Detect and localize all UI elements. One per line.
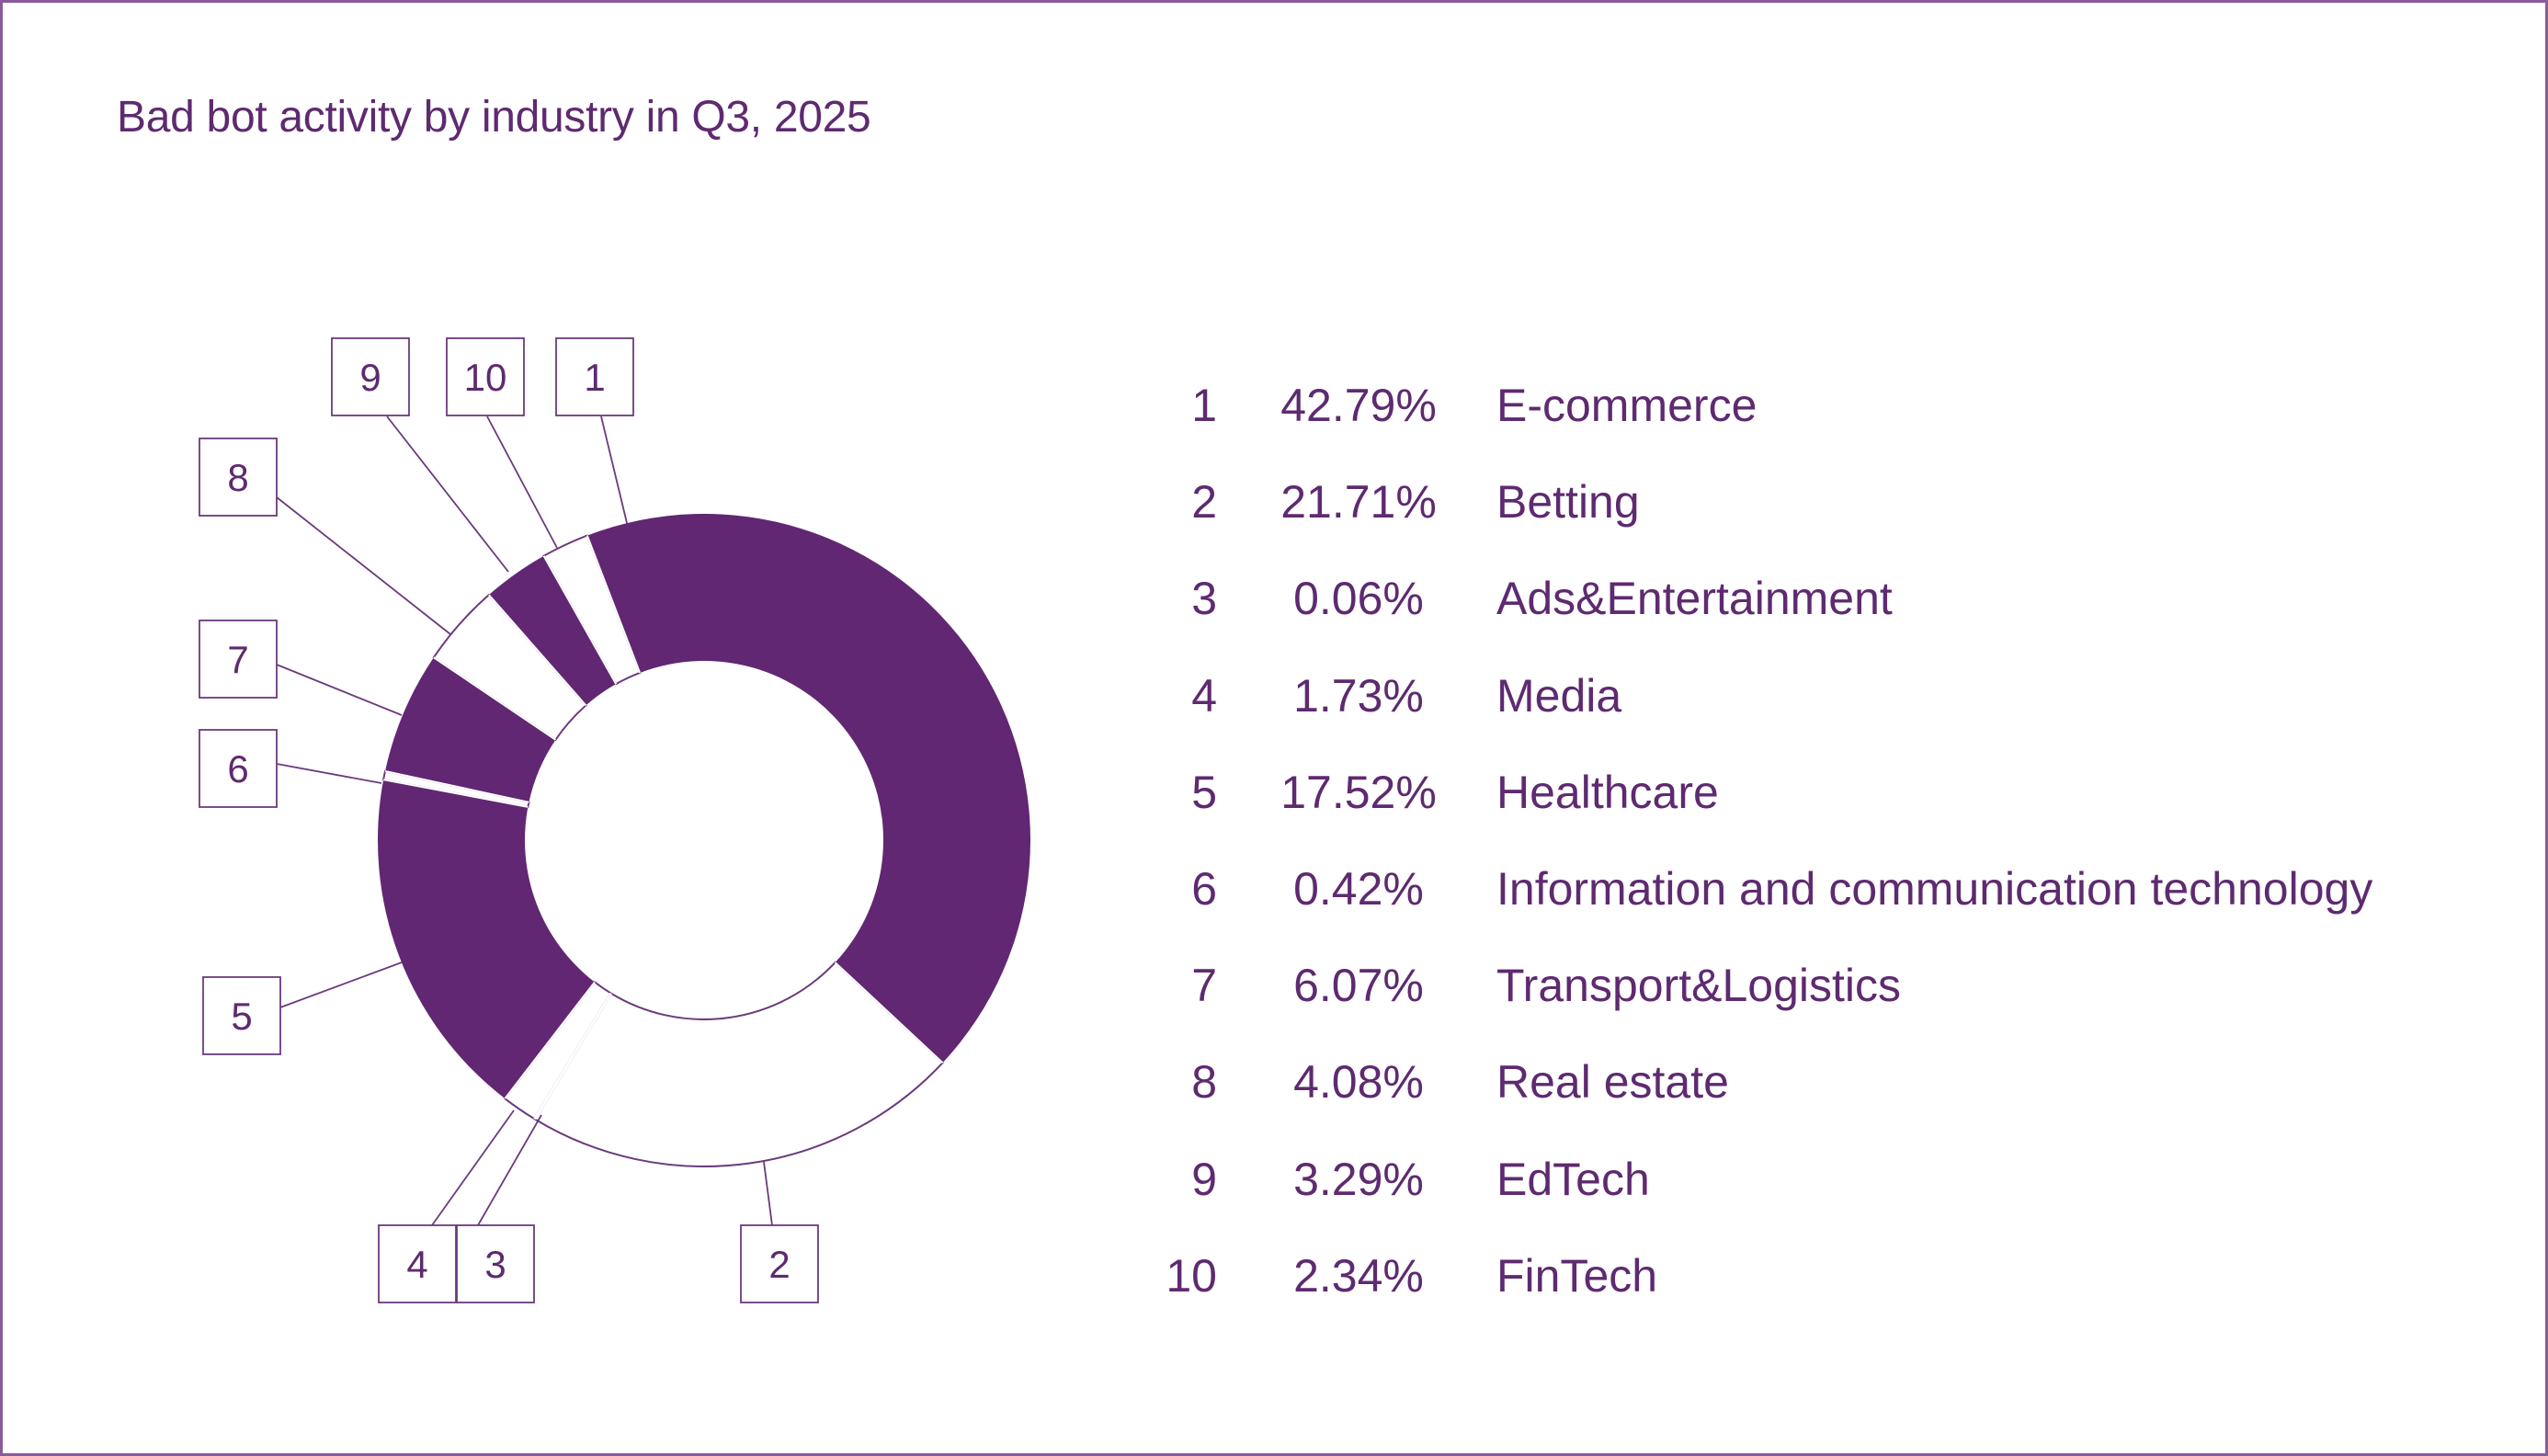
donut-slice-9 <box>488 555 617 706</box>
legend-percent: 42.79% <box>1280 380 1437 431</box>
leader-line-3 <box>477 1114 542 1226</box>
label-box-2 <box>740 1224 819 1303</box>
legend-number: 10 <box>1166 1249 1217 1302</box>
slice-label-7: 7 <box>227 638 248 681</box>
label-box-1 <box>555 337 634 416</box>
legend-number: 7 <box>1191 960 1217 1012</box>
legend-percent: 2.34% <box>1293 1249 1424 1302</box>
slice-label-boxes: 1 2 3 4 5 6 7 8 9 10 <box>199 337 819 1303</box>
legend-number: 9 <box>1191 1153 1217 1205</box>
legend-percent: 21.71% <box>1280 476 1437 529</box>
leader-line-9 <box>386 415 509 573</box>
slice-separator <box>542 555 618 685</box>
leader-line-1 <box>600 415 628 524</box>
legend-industry: E-commerce <box>1496 380 1757 431</box>
legend-row: 2 21.71% Betting <box>0 475 2548 530</box>
legend-percent: 1.73% <box>1293 669 1424 722</box>
leader-line-2 <box>763 1161 773 1226</box>
donut-slice-5 <box>378 779 595 1099</box>
slice-separator <box>834 961 944 1064</box>
donut-slice-1 <box>586 513 1030 1064</box>
legend-row: 5 17.52% Healthcare <box>0 766 2548 821</box>
legend-row: 8 4.08% Real estate <box>0 1055 2548 1110</box>
donut-slice-10 <box>542 534 642 686</box>
legend-row: 9 3.29% EdTech <box>0 1153 2548 1208</box>
legend-industry: EdTech <box>1496 1153 1650 1205</box>
legend-industry: FinTech <box>1496 1249 1658 1302</box>
label-box-10 <box>446 337 525 416</box>
donut-slice-7 <box>385 657 556 802</box>
label-leader-lines <box>276 415 773 1226</box>
legend-number: 8 <box>1191 1056 1217 1109</box>
label-box-9 <box>331 337 410 416</box>
slice-separator <box>586 535 642 674</box>
legend-number: 1 <box>1191 380 1217 431</box>
label-box-7 <box>199 620 278 699</box>
legend-row: 7 6.07% Transport&Logistics <box>0 959 2548 1014</box>
label-box-3 <box>456 1224 535 1303</box>
legend-percent: 0.06% <box>1293 573 1424 625</box>
legend-industry: Information and communication technology <box>1496 863 2373 915</box>
legend-number: 5 <box>1191 766 1217 818</box>
legend-number: 6 <box>1191 863 1217 915</box>
legend-percent: 0.42% <box>1293 863 1424 915</box>
legend-row: 4 1.73% Media <box>0 669 2548 724</box>
leader-line-10 <box>486 415 558 549</box>
legend-industry: Betting <box>1496 476 1640 529</box>
legend-percent: 17.52% <box>1280 766 1437 818</box>
slice-label-10: 10 <box>464 356 507 399</box>
donut-slices <box>378 513 1030 1167</box>
slice-label-9: 9 <box>359 356 381 399</box>
leader-line-4 <box>431 1109 515 1226</box>
slice-label-3: 3 <box>484 1243 506 1286</box>
legend-percent: 6.07% <box>1293 960 1424 1012</box>
slice-separator <box>488 594 587 707</box>
label-box-8 <box>199 438 278 517</box>
slice-label-4: 4 <box>406 1243 427 1286</box>
slice-label-6: 6 <box>227 747 248 791</box>
legend-industry: Media <box>1496 669 1622 722</box>
legend-number: 2 <box>1191 476 1217 529</box>
label-box-5 <box>202 976 281 1055</box>
legend-row: 10 2.34% FinTech <box>0 1249 2548 1304</box>
slice-label-1: 1 <box>584 356 605 399</box>
leader-line-6 <box>276 763 382 784</box>
legend-row: 6 0.42% Information and communication te… <box>0 862 2548 917</box>
legend-row: 1 42.79% E-commerce <box>0 379 2548 434</box>
slice-label-8: 8 <box>227 456 248 499</box>
slice-separator <box>504 981 596 1099</box>
chart-title: Bad bot activity by industry in Q3, 2025 <box>117 93 871 142</box>
slice-label-2: 2 <box>768 1243 790 1286</box>
legend-number: 4 <box>1191 669 1217 722</box>
legend-industry: Real estate <box>1496 1056 1729 1109</box>
legend-percent: 4.08% <box>1293 1056 1424 1109</box>
slice-separator <box>382 779 529 808</box>
leader-line-8 <box>276 496 451 635</box>
legend-industry: Healthcare <box>1496 766 1719 818</box>
slice-separator <box>533 992 612 1120</box>
slice-separator <box>433 656 556 741</box>
slice-label-5: 5 <box>231 995 252 1038</box>
donut-slice-2 <box>533 961 944 1167</box>
label-box-4 <box>378 1224 457 1303</box>
legend-industry: Ads&Entertainment <box>1496 573 1893 625</box>
legend-row: 3 0.06% Ads&Entertainment <box>0 572 2548 627</box>
legend-percent: 3.29% <box>1293 1153 1424 1205</box>
legend-industry: Transport&Logistics <box>1496 960 1901 1012</box>
slice-separator <box>384 770 529 803</box>
donut-slice-4 <box>503 981 612 1120</box>
label-box-6 <box>199 729 278 808</box>
leader-line-7 <box>276 664 403 716</box>
leader-line-5 <box>279 961 403 1008</box>
legend-number: 3 <box>1191 573 1217 625</box>
